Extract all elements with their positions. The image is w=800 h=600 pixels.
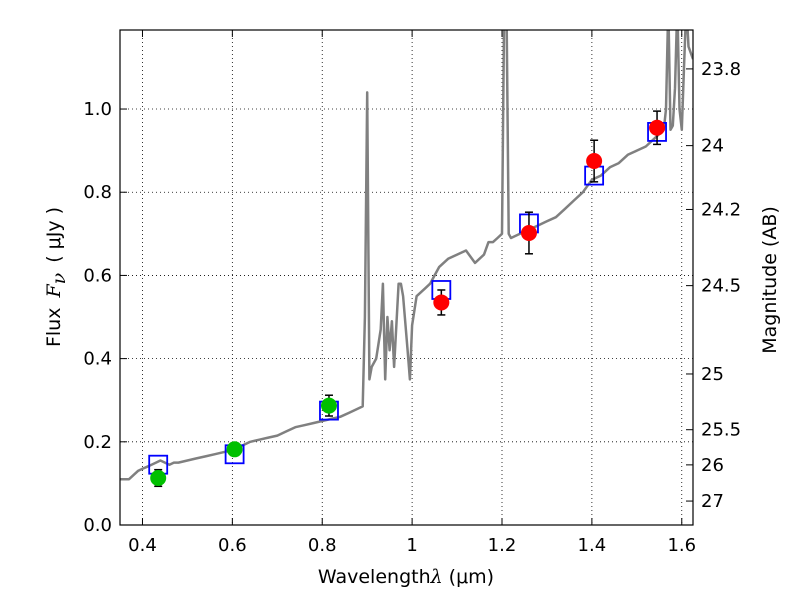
- photometry-point: [649, 119, 666, 136]
- x-tick-label: 1: [406, 535, 417, 556]
- y-tick-label: 1.0: [83, 99, 112, 120]
- photometry-point: [433, 294, 450, 311]
- y-axis-label: FluxFν( μJy ): [43, 207, 70, 347]
- data-points: [148, 110, 667, 488]
- photometry-point: [150, 469, 167, 486]
- photometry-point: [320, 397, 337, 414]
- x-tick-label: 1.6: [667, 535, 696, 556]
- magnitude-axis-label: Magnitude (AB): [759, 206, 781, 354]
- grid: [120, 30, 693, 526]
- magnitude-tick-label: 24.5: [701, 276, 741, 297]
- model-spectrum-line: [120, 30, 693, 481]
- photometry-point: [226, 441, 243, 458]
- x-tick-label: 1.2: [488, 535, 517, 556]
- y-tick-label: 0.2: [83, 432, 112, 453]
- y-tick-label: 0.8: [83, 182, 112, 203]
- photometry-point: [520, 224, 537, 241]
- magnitude-tick-label: 26: [701, 455, 724, 476]
- x-tick-label: 0.6: [218, 535, 247, 556]
- magnitude-tick-label: 25: [701, 364, 724, 385]
- model-spectrum: [120, 30, 693, 481]
- y-tick-label: 0.6: [83, 265, 112, 286]
- x-tick-label: 1.4: [578, 535, 607, 556]
- x-tick-label: 0.8: [308, 535, 337, 556]
- magnitude-tick-label: 24.2: [701, 199, 741, 220]
- x-axis-label: Wavelengthλ (μm): [318, 566, 494, 588]
- y-tick-label: 0.0: [83, 515, 112, 536]
- plot-frame: [119, 29, 694, 526]
- y-tick-label: 0.4: [83, 349, 112, 370]
- magnitude-tick-label: 27: [701, 491, 724, 512]
- magnitude-tick-label: 23.8: [701, 59, 741, 80]
- magnitude-tick-label: 24: [701, 136, 724, 157]
- axis-ticks: 0.4 0.6 0.8 1 1.2 1.4 1.6 0.0 0.2 0.4 0.6 0.8 1.0 23.…: [83, 30, 741, 556]
- magnitude-tick-label: 25.5: [701, 420, 741, 441]
- x-tick-label: 0.4: [128, 535, 157, 556]
- photometry-point: [586, 153, 603, 170]
